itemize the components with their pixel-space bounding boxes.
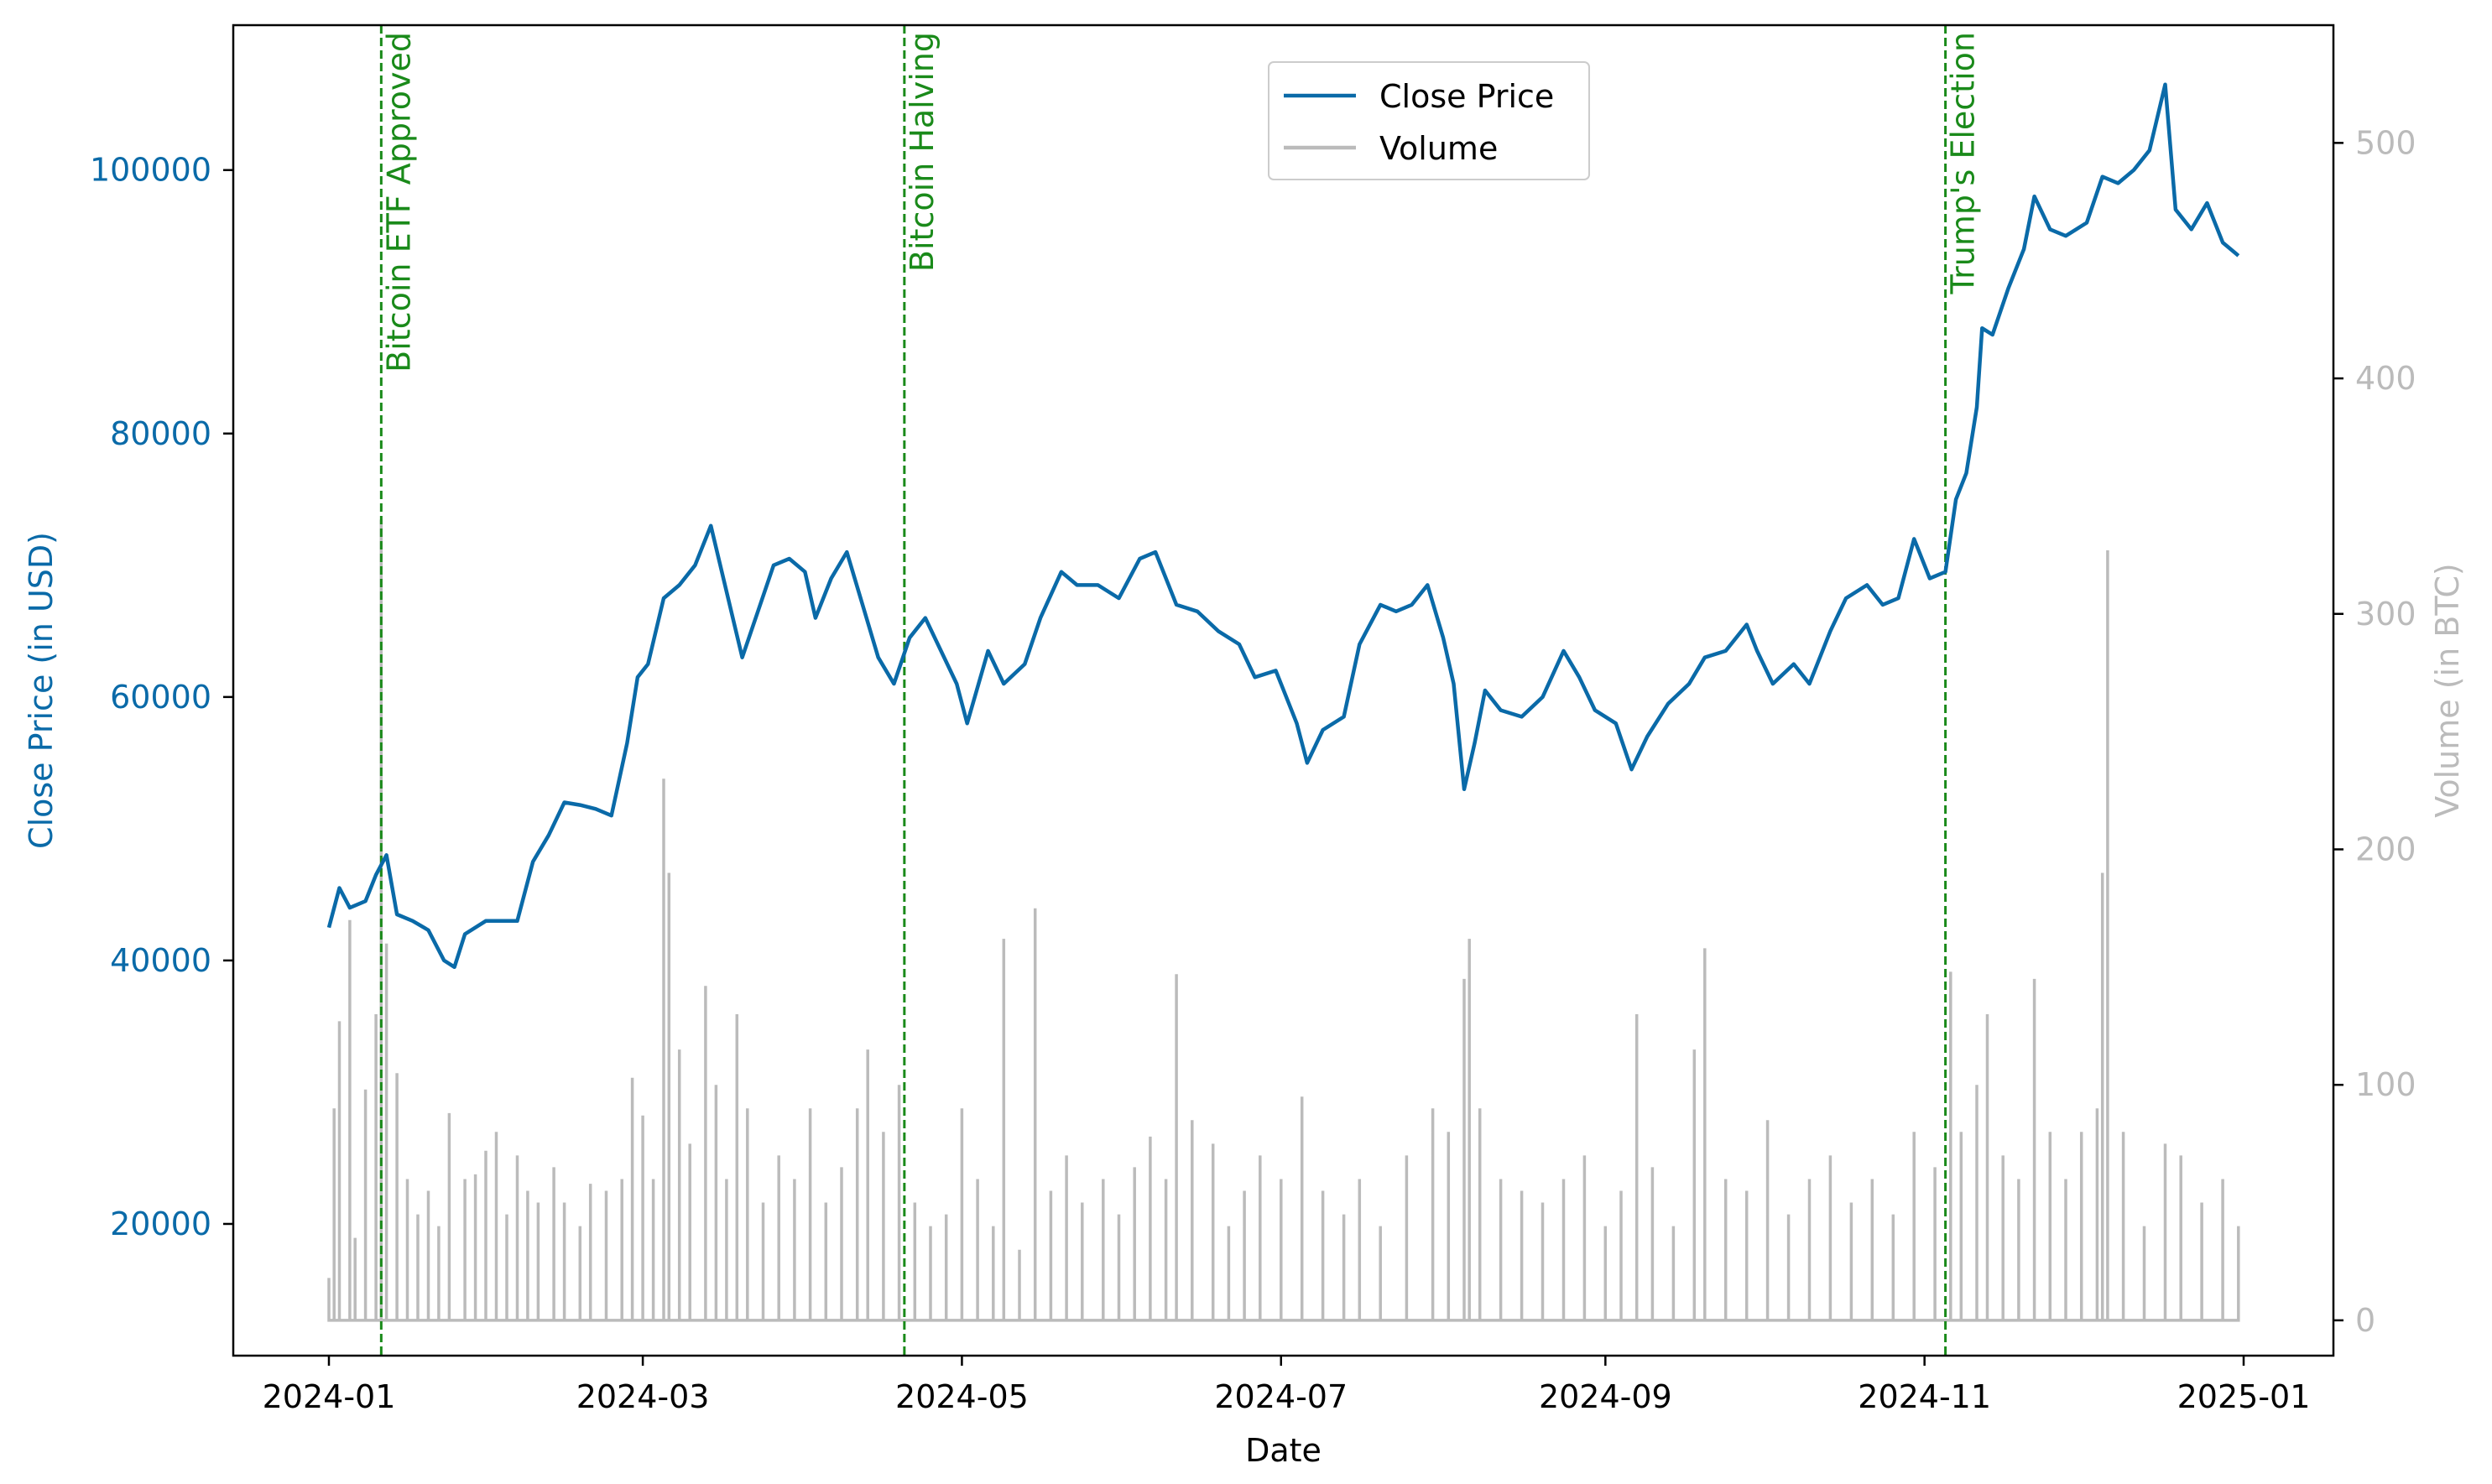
y-axis-left: 20000 40000 60000 80000 100000 [90, 152, 233, 1242]
y-axis-left-title: Close Price (in USD) [23, 532, 60, 849]
event-markers-group: Bitcoin ETF Approved Bitcoin Halving Trump… [379, 25, 1982, 1356]
x-tick-label-4: 2024-09 [1539, 1378, 1672, 1415]
y-right-tick-label-3: 300 [2355, 596, 2416, 633]
y-left-tick-label-3: 80000 [110, 415, 211, 452]
x-tick-label-3: 2024-07 [1214, 1378, 1348, 1415]
y-left-tick-label-4: 100000 [90, 152, 211, 189]
x-tick-label-0: 2024-01 [263, 1378, 396, 1415]
legend: Close Price Volume [1268, 61, 1590, 180]
legend-label-volume: Volume [1379, 130, 1498, 167]
event-label-1: Bitcoin Halving [904, 32, 941, 272]
legend-box [1268, 61, 1590, 180]
y-right-tick-label-5: 500 [2355, 124, 2416, 161]
x-tick-label-2: 2024-05 [895, 1378, 1029, 1415]
x-axis: 2024-01 2024-03 2024-05 2024-07 2024-09 2024-… [263, 1356, 2311, 1415]
y-left-tick-label-2: 60000 [110, 679, 211, 716]
legend-label-close-price: Close Price [1379, 78, 1554, 115]
y-axis-right: 0 100 200 300 400 500 [2333, 124, 2416, 1339]
x-tick-label-5: 2024-11 [1858, 1378, 1991, 1415]
event-label-0: Bitcoin ETF Approved [380, 32, 417, 372]
y-right-tick-label-4: 400 [2355, 360, 2416, 397]
y-right-tick-label-1: 100 [2355, 1066, 2416, 1103]
y-axis-right-title: Volume (in BTC) [2429, 563, 2466, 817]
x-tick-label-6: 2025-01 [2177, 1378, 2311, 1415]
y-left-tick-label-0: 20000 [110, 1205, 211, 1242]
x-axis-title: Date [1245, 1432, 1322, 1469]
event-label-2: Trump's Election [1945, 32, 1982, 294]
plot-area: Bitcoin ETF Approved Bitcoin Halving Trump… [326, 25, 2240, 1356]
y-right-tick-label-0: 0 [2355, 1302, 2375, 1339]
volume-series-group [327, 519, 2240, 1322]
close-price-line [326, 82, 2240, 970]
plot-frame [232, 23, 2335, 1357]
y-right-tick-label-2: 200 [2355, 831, 2416, 867]
x-tick-label-1: 2024-03 [576, 1378, 710, 1415]
price-series-group [326, 82, 2240, 970]
y-left-tick-label-1: 40000 [110, 942, 211, 979]
